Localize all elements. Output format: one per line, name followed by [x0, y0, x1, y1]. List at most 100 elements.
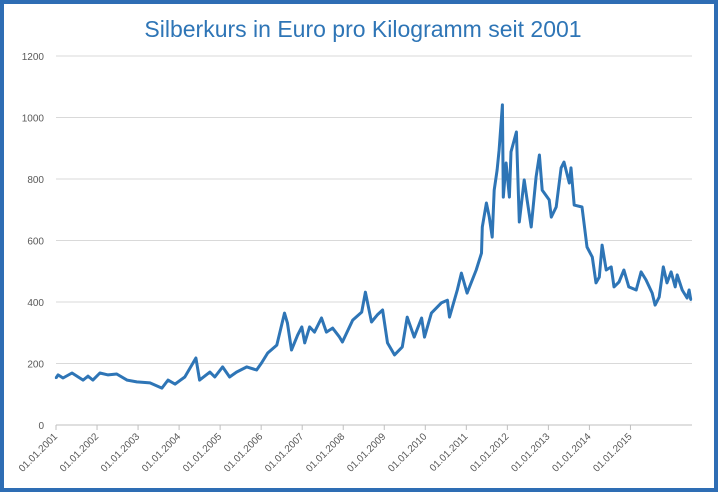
x-tick-label: 01.01.2009 — [345, 431, 388, 474]
data-point — [612, 285, 616, 289]
data-point — [605, 268, 608, 272]
data-point — [480, 251, 483, 255]
data-point — [115, 372, 118, 376]
data-point — [376, 313, 379, 317]
data-point — [208, 370, 212, 374]
data-point — [255, 368, 258, 372]
data-point — [689, 298, 692, 302]
data-point — [166, 378, 170, 382]
data-point — [534, 175, 538, 179]
data-point — [529, 225, 533, 229]
y-tick-label: 0 — [38, 421, 44, 432]
data-point — [665, 281, 669, 285]
x-tick-label: 01.01.2008 — [304, 431, 347, 474]
data-point — [609, 265, 613, 269]
x-tick-label: 01.01.2010 — [386, 431, 429, 474]
y-tick-label: 1000 — [22, 114, 45, 125]
data-point — [235, 370, 238, 374]
data-point — [266, 351, 269, 355]
data-point — [685, 296, 689, 300]
y-tick-label: 1200 — [22, 52, 45, 63]
data-point — [569, 166, 573, 170]
data-point — [559, 166, 563, 170]
data-point — [662, 265, 665, 269]
data-point — [283, 311, 286, 315]
data-point — [290, 348, 293, 352]
data-point — [541, 188, 544, 192]
x-tick-label: 01.01.2001 — [17, 431, 60, 474]
data-point — [98, 371, 102, 375]
data-point — [86, 374, 90, 378]
data-point — [245, 365, 248, 369]
data-point — [617, 280, 621, 284]
data-point — [198, 378, 201, 382]
x-tick-label: 01.01.2002 — [58, 431, 101, 474]
x-tick-label: 01.01.2013 — [509, 431, 552, 474]
data-point — [406, 315, 409, 319]
x-tick-label: 01.01.2015 — [591, 431, 634, 474]
data-point — [508, 195, 511, 199]
data-point — [580, 205, 584, 209]
data-point — [598, 275, 601, 279]
chart-title: Silberkurs in Euro pro Kilogramm seit 20… — [144, 16, 582, 42]
data-point — [673, 285, 677, 289]
data-point — [497, 148, 501, 152]
data-point — [360, 310, 363, 314]
data-point — [106, 373, 110, 377]
data-point — [495, 168, 499, 172]
data-point — [135, 380, 139, 384]
x-tick-label: 01.01.2006 — [222, 431, 265, 474]
silver-price-line — [54, 103, 693, 390]
data-point — [481, 225, 484, 229]
data-point — [515, 130, 518, 134]
data-point — [525, 198, 529, 202]
data-point — [591, 255, 594, 259]
data-point — [585, 245, 589, 249]
data-point — [213, 375, 216, 379]
data-point — [622, 268, 626, 272]
data-point — [550, 215, 553, 219]
data-point — [401, 345, 404, 349]
y-tick-label: 600 — [27, 237, 44, 248]
data-point — [504, 161, 508, 165]
data-point — [594, 281, 598, 285]
data-point — [370, 320, 373, 324]
data-point — [351, 318, 354, 322]
data-point — [657, 295, 661, 299]
data-point — [446, 298, 449, 302]
data-point — [148, 381, 152, 385]
data-point — [518, 220, 521, 224]
data-point — [187, 368, 191, 372]
data-point — [676, 273, 679, 277]
data-point — [488, 215, 491, 219]
data-point — [485, 201, 488, 205]
data-point — [194, 356, 198, 360]
x-tick-label: 01.01.2003 — [99, 431, 142, 474]
data-point — [160, 386, 164, 390]
data-point — [687, 288, 691, 292]
data-point — [70, 371, 74, 375]
data-point — [554, 205, 558, 209]
data-point — [548, 198, 551, 202]
x-tick-label: 01.01.2014 — [550, 431, 593, 474]
x-tick-label: 01.01.2004 — [140, 431, 183, 474]
data-point — [440, 301, 443, 305]
data-point — [653, 303, 657, 307]
data-point — [650, 291, 654, 295]
data-point — [460, 271, 463, 275]
data-point — [221, 365, 224, 369]
data-point — [338, 335, 341, 339]
data-point — [456, 288, 459, 292]
data-point — [308, 325, 311, 329]
data-point — [627, 285, 631, 289]
data-point — [341, 340, 344, 344]
data-point — [568, 181, 571, 185]
data-point — [286, 321, 289, 325]
data-point — [634, 288, 638, 292]
data-point — [91, 378, 95, 382]
data-point — [600, 243, 604, 247]
data-point — [680, 288, 684, 292]
data-point — [430, 311, 433, 315]
data-point — [364, 290, 367, 294]
